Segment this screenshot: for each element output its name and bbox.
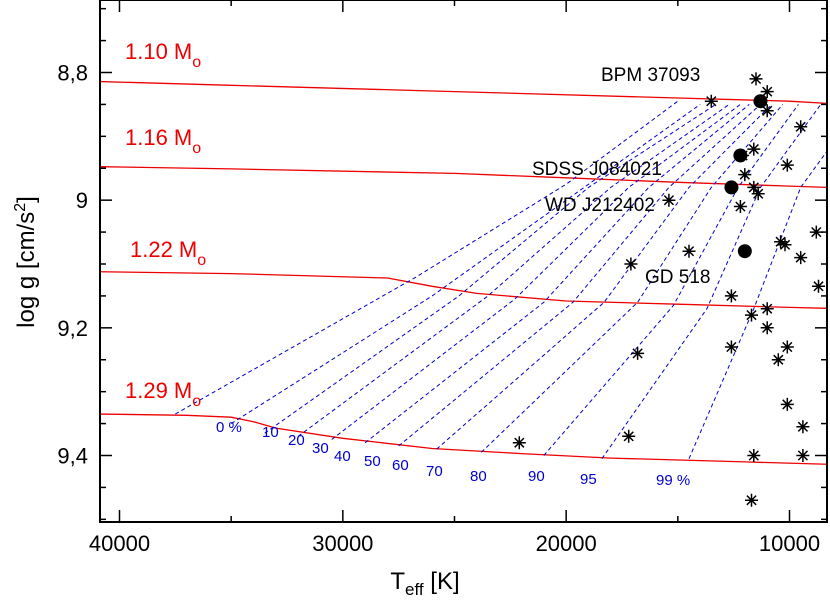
- crystallization-label: 20: [288, 432, 305, 449]
- named-star-label: WD J212402: [545, 195, 655, 216]
- star-marker: [760, 321, 774, 335]
- named-star-label: BPM 37093: [601, 65, 700, 86]
- star-marker: [512, 436, 526, 450]
- named-star-label: GD 518: [645, 267, 710, 288]
- star-marker: [760, 85, 774, 99]
- mass-track-label: 1.10 Mo: [125, 39, 201, 71]
- star-marker: [747, 180, 761, 194]
- star-marker: [749, 72, 763, 86]
- star-marker: [682, 244, 696, 258]
- y-axis-label: log g [cm/s2]: [12, 196, 40, 328]
- crystallization-lines: [175, 100, 827, 459]
- crystallization-label: 99 %: [656, 472, 690, 489]
- crystallization-label: 90: [528, 468, 545, 485]
- star-marker: [662, 193, 676, 207]
- crystallization-line: [297, 103, 730, 437]
- crystallization-label: 40: [334, 448, 351, 465]
- star-marker: [796, 420, 810, 434]
- star-marker: [733, 200, 747, 213]
- named-star-marker: [724, 180, 739, 195]
- named-star-label: SDSS J084021: [532, 159, 662, 180]
- star-marker: [745, 308, 758, 322]
- star-marker: [622, 429, 636, 443]
- star-marker: [812, 279, 825, 293]
- y-tick-label: 9,4: [57, 444, 88, 469]
- y-tick-label: 9,2: [57, 316, 88, 341]
- star-marker: [780, 158, 794, 172]
- star-marker: [774, 235, 788, 249]
- star-marker: [704, 94, 718, 108]
- crystallization-line: [364, 104, 750, 444]
- crystallization-line: [230, 103, 701, 425]
- named-star-marker: [753, 94, 768, 109]
- crystallization-line: [175, 100, 679, 415]
- x-tick-label: 20000: [536, 531, 597, 556]
- crystallization-line: [436, 104, 772, 450]
- star-marker: [745, 493, 758, 507]
- star-marker: [724, 340, 738, 354]
- x-tick-label: 40000: [89, 531, 150, 556]
- star-marker: [796, 449, 810, 462]
- mass-tracks: [100, 80, 827, 465]
- star-marker: [747, 142, 761, 156]
- crystallization-label: 50: [364, 453, 381, 470]
- chart-labels: 1.10 Mo 1.16 Mo 1.22 Mo 1.29 Mo 0 % 10 20 30 40 5…: [125, 39, 710, 489]
- mass-track-label: 1.29 Mo: [125, 378, 201, 410]
- crystallization-label: 80: [470, 468, 487, 485]
- star-marker: [780, 340, 794, 354]
- y-tick-label: 8,8: [57, 61, 88, 86]
- mass-track-label: 1.16 Mo: [125, 125, 201, 157]
- mass-track-line: [100, 80, 827, 104]
- mass-track-line: [100, 166, 827, 189]
- named-star-marker: [733, 148, 748, 163]
- star-marker: [747, 449, 761, 462]
- plot-frame: [99, 0, 828, 523]
- star-marker: [738, 168, 752, 182]
- star-marker: [751, 187, 765, 201]
- star-marker: [760, 302, 774, 316]
- star-markers: [512, 72, 825, 507]
- mass-track-line: [100, 271, 827, 309]
- x-tick-label: 10000: [759, 531, 820, 556]
- star-marker: [778, 238, 792, 252]
- crystallization-line: [480, 104, 784, 453]
- star-marker: [624, 257, 638, 271]
- crystallization-line: [264, 103, 717, 434]
- star-marker: [780, 397, 794, 411]
- crystallization-label: 30: [312, 440, 329, 457]
- star-marker: [794, 120, 808, 134]
- axis-ticks: 40000 30000 20000 10000 8,8 9 9,2 9,4: [57, 0, 827, 556]
- mass-track-line: [100, 413, 827, 465]
- x-axis-label: Teff [K]: [390, 568, 459, 599]
- crystallization-line: [601, 104, 822, 459]
- x-tick-label: 30000: [312, 531, 373, 556]
- crystallization-line: [331, 103, 741, 440]
- crystallization-label: 10: [262, 424, 279, 441]
- crystallization-line: [543, 104, 799, 456]
- star-marker: [724, 289, 738, 303]
- mass-track-label: 1.22 Mo: [130, 237, 206, 269]
- star-marker: [631, 346, 645, 360]
- crystallization-label: 95: [580, 471, 597, 488]
- crystallization-line: [398, 104, 761, 447]
- crystallization-label: 0 %: [216, 419, 242, 436]
- crystallization-label: 60: [392, 457, 409, 474]
- crystallization-label: 70: [426, 463, 443, 480]
- star-marker: [809, 225, 823, 239]
- star-marker: [794, 251, 808, 265]
- star-marker: [771, 353, 785, 367]
- named-star-marker: [737, 244, 752, 259]
- star-marker: [760, 104, 774, 118]
- y-tick-label: 9: [76, 188, 88, 213]
